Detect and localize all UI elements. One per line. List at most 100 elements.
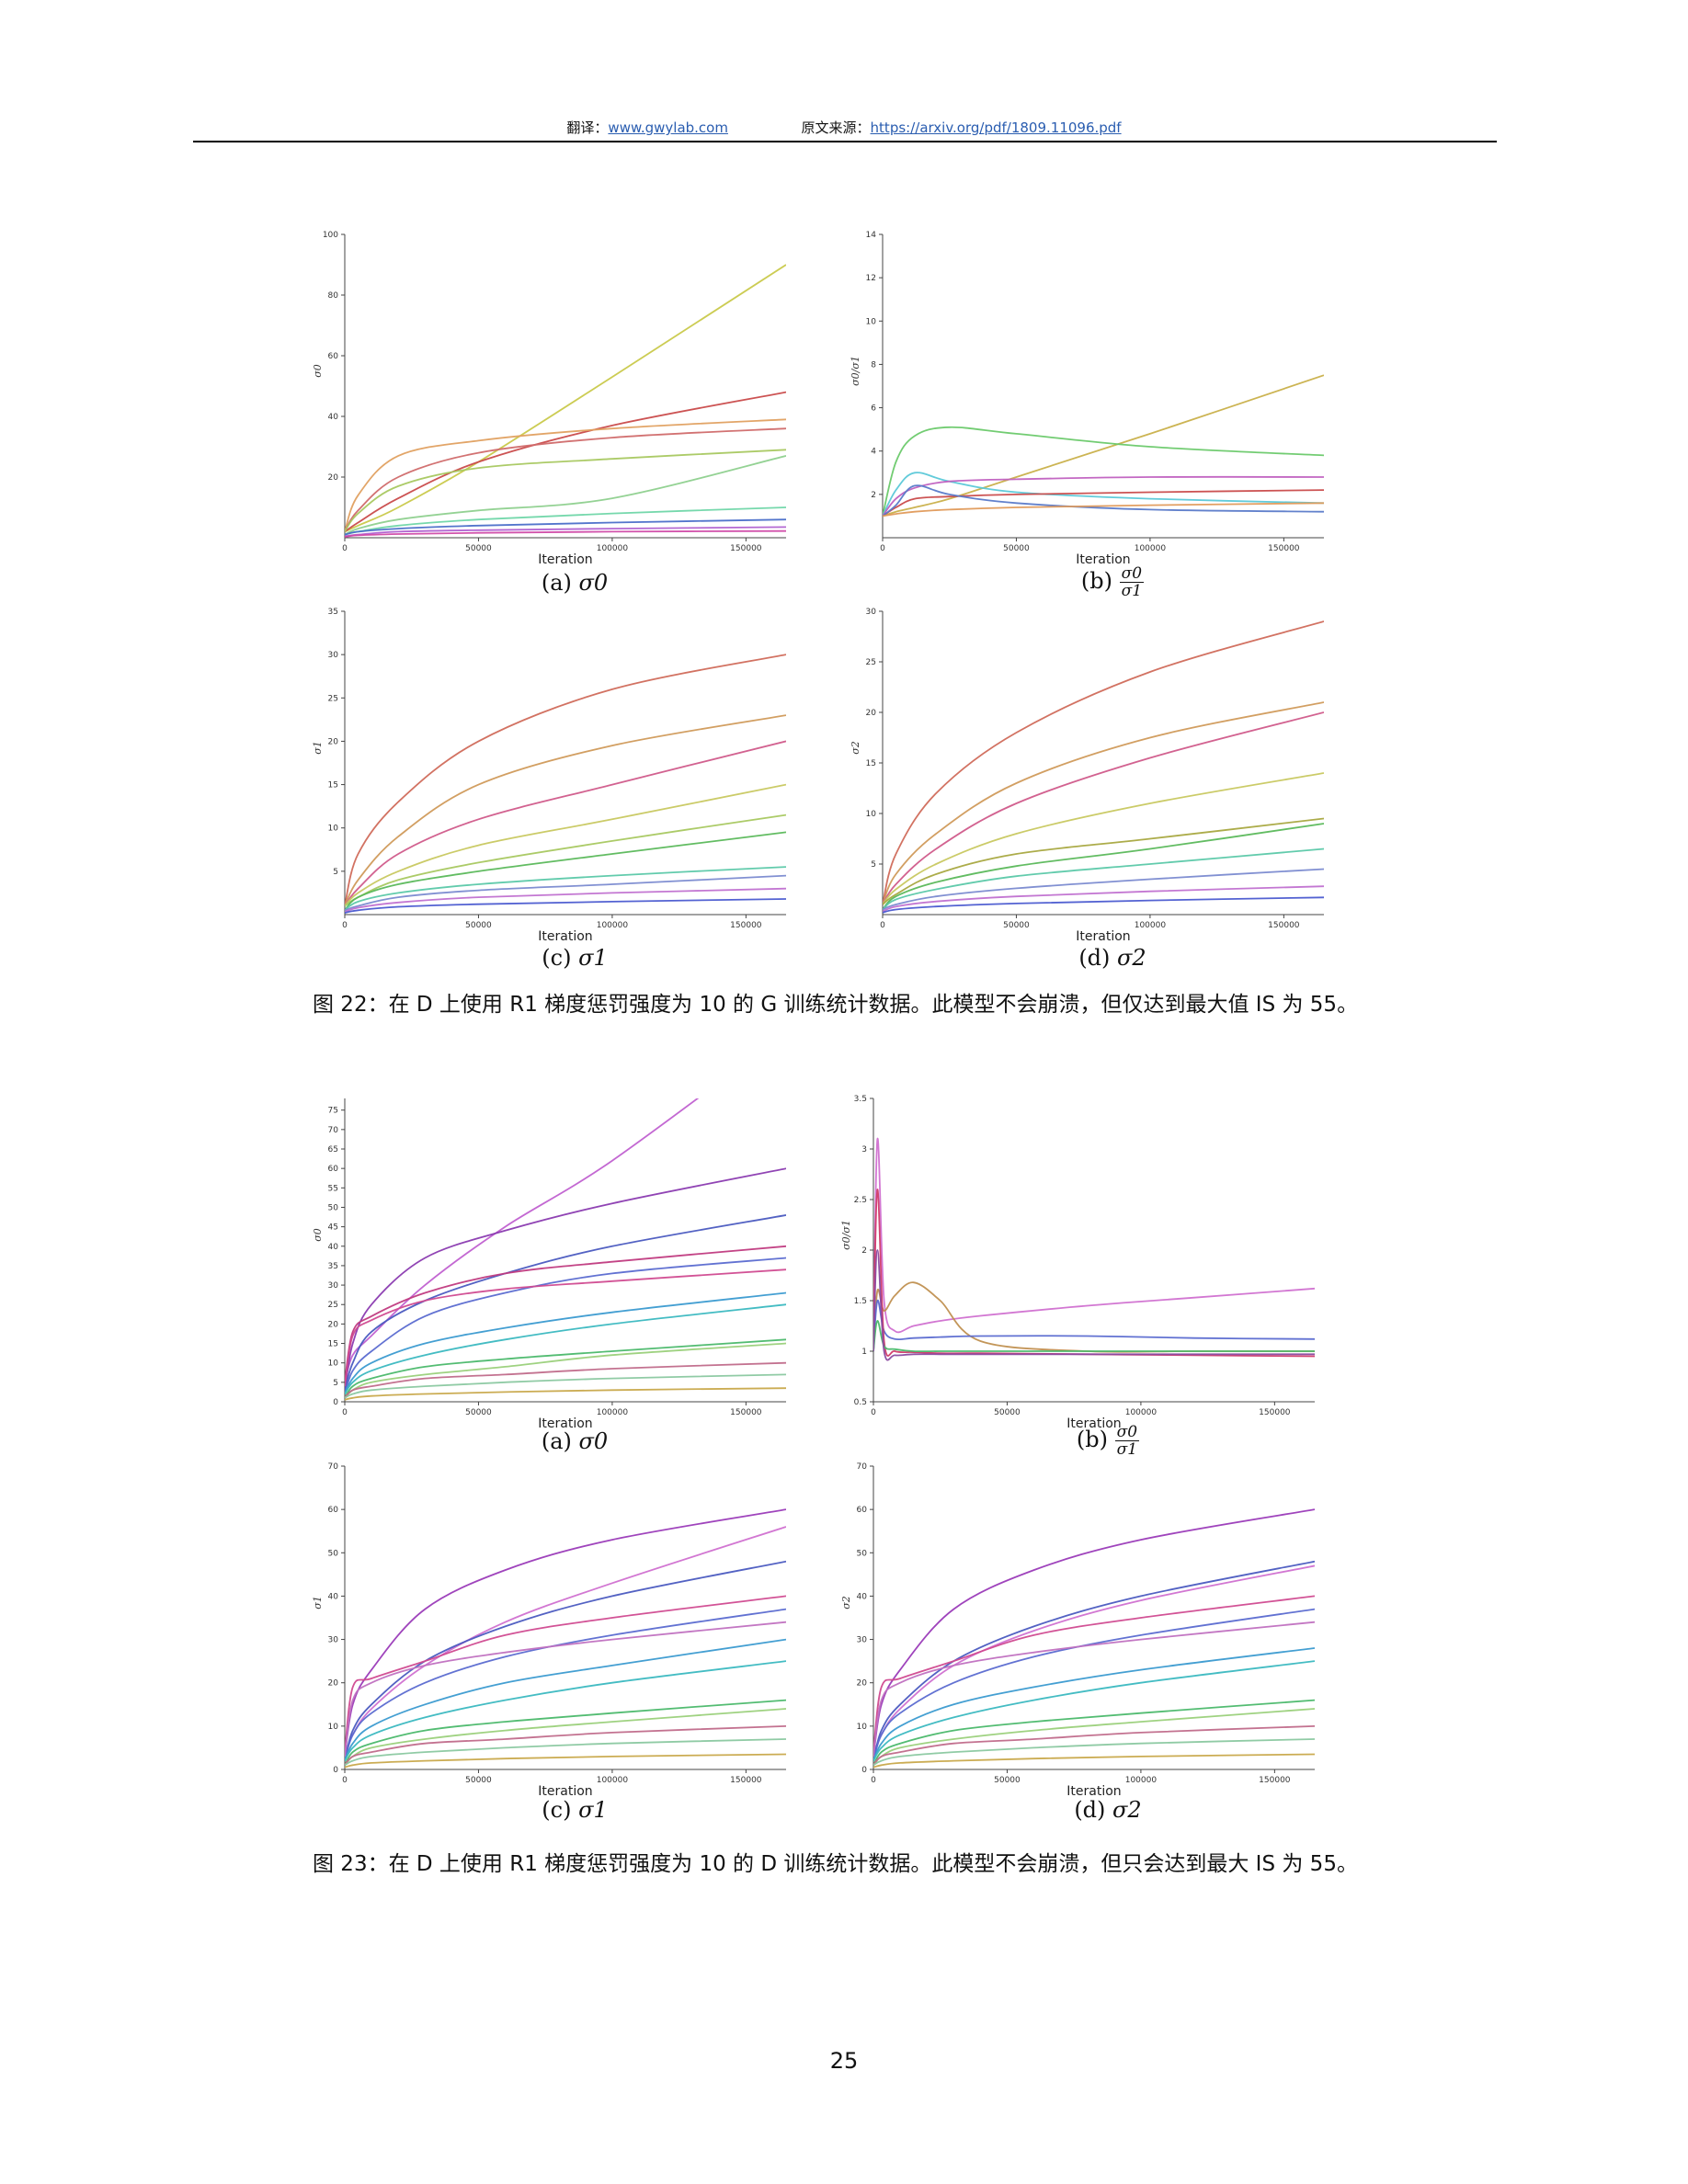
y-tick-label: 60 bbox=[328, 1506, 339, 1515]
x-tick-label: 0 bbox=[342, 544, 348, 553]
series-line-s1 bbox=[883, 620, 1324, 905]
x-axis-label: Iteration bbox=[1076, 552, 1130, 565]
y-tick-label: 2.5 bbox=[854, 1196, 867, 1205]
series-line-s8 bbox=[345, 874, 786, 912]
series-line-s4 bbox=[345, 427, 786, 532]
y-tick-label: 25 bbox=[328, 694, 338, 703]
series-line-s8 bbox=[883, 868, 1324, 911]
y-tick-label: 2 bbox=[871, 491, 876, 500]
y-tick-label: 40 bbox=[857, 1592, 868, 1601]
series-line-s12 bbox=[873, 1738, 1315, 1767]
y-tick-label: 35 bbox=[328, 608, 338, 617]
chart-f22d: 5 10 15 20 25 30 0 50000 100000 150000 Iteration σ2 bbox=[846, 602, 1361, 942]
series-line-s4 bbox=[873, 1595, 1315, 1753]
series-line-s9 bbox=[345, 1699, 786, 1766]
series-group bbox=[345, 1508, 786, 1769]
series-line-s11 bbox=[345, 1361, 786, 1399]
series-line-s7 bbox=[345, 1638, 786, 1761]
x-axis-label: Iteration bbox=[1066, 1784, 1121, 1797]
series-line-s3 bbox=[873, 1300, 1315, 1352]
x-tick-label: 0 bbox=[342, 1776, 348, 1785]
y-tick-label: 0 bbox=[333, 1398, 338, 1407]
series-line-s3 bbox=[883, 472, 1324, 517]
series-line-s1 bbox=[873, 1508, 1315, 1757]
series-line-s10 bbox=[345, 529, 786, 538]
y-tick-label: 25 bbox=[328, 1301, 338, 1310]
series-group bbox=[883, 620, 1324, 914]
y-tick-label: 3 bbox=[861, 1145, 867, 1155]
x-tick-label: 100000 bbox=[1135, 921, 1167, 930]
x-tick-label: 0 bbox=[880, 544, 885, 553]
chart-f23c-svg: 0 10 20 30 40 50 60 70 0 50000 100000 150000 Iterati… bbox=[312, 1462, 786, 1797]
series-line-s9 bbox=[345, 887, 786, 914]
y-tick-label: 35 bbox=[328, 1262, 338, 1271]
chart-f23b: 0.5 1 1.5 2 2.5 3 3.5 0 50000 100000 150000 Iterati… bbox=[837, 1089, 1352, 1429]
y-tick-label: 60 bbox=[328, 1165, 339, 1174]
y-tick-label: 25 bbox=[866, 658, 876, 667]
y-axis-label: σ0 bbox=[312, 364, 324, 378]
y-tick-label: 0.5 bbox=[854, 1398, 867, 1407]
y-tick-label: 45 bbox=[328, 1223, 338, 1233]
y-tick-label: 20 bbox=[328, 1320, 339, 1329]
series-line-s1 bbox=[873, 1138, 1315, 1352]
y-tick-label: 14 bbox=[866, 231, 877, 240]
page-number: 25 bbox=[829, 2048, 859, 2074]
series-line-s2 bbox=[883, 701, 1324, 905]
x-tick-label: 50000 bbox=[465, 921, 492, 930]
series-line-s3 bbox=[345, 1214, 786, 1391]
series-line-s7 bbox=[883, 847, 1324, 911]
translate-link[interactable]: www.gwylab.com bbox=[608, 119, 728, 136]
series-line-s6 bbox=[883, 484, 1324, 518]
y-tick-label: 100 bbox=[323, 231, 338, 240]
y-axis-label: σ1 bbox=[312, 741, 324, 755]
chart-f22d-svg: 5 10 15 20 25 30 0 50000 100000 150000 Iteration σ2 bbox=[850, 608, 1324, 942]
header-rule bbox=[193, 141, 1497, 142]
series-line-s6 bbox=[873, 1621, 1315, 1757]
x-tick-label: 50000 bbox=[994, 1408, 1021, 1417]
source-link[interactable]: https://arxiv.org/pdf/1809.11096.pdf bbox=[870, 119, 1122, 136]
chart-f22b-svg: 2 4 6 8 10 12 14 0 50000 100000 150000 Iteration σ0/… bbox=[850, 231, 1324, 565]
translate-label: 翻译： bbox=[566, 119, 609, 136]
page-header: 翻译：www.gwylab.com 原文来源：https://arxiv.org… bbox=[0, 118, 1688, 137]
series-line-s3 bbox=[883, 711, 1324, 905]
y-tick-label: 15 bbox=[328, 781, 338, 791]
y-tick-label: 55 bbox=[328, 1184, 338, 1193]
series-line-s7 bbox=[345, 866, 786, 912]
x-tick-label: 150000 bbox=[1268, 921, 1300, 930]
series-line-s4 bbox=[883, 772, 1324, 905]
y-tick-label: 65 bbox=[328, 1145, 338, 1155]
series-line-s6 bbox=[883, 823, 1324, 911]
y-tick-label: 15 bbox=[866, 759, 876, 768]
y-tick-label: 10 bbox=[866, 317, 877, 326]
x-tick-label: 150000 bbox=[730, 921, 762, 930]
series-group bbox=[873, 1138, 1315, 1361]
series-line-s5 bbox=[873, 1320, 1315, 1353]
x-tick-label: 100000 bbox=[1135, 544, 1167, 553]
series-line-s9 bbox=[873, 1699, 1315, 1766]
x-axis-label: Iteration bbox=[538, 929, 592, 942]
chart-f22a-svg: 20 40 60 80 100 0 50000 100000 150000 Iteration σ0 bbox=[312, 231, 786, 565]
series-line-s4 bbox=[873, 1189, 1315, 1358]
series-line-s5 bbox=[345, 1608, 786, 1761]
x-tick-label: 100000 bbox=[597, 1408, 629, 1417]
series-line-s8 bbox=[873, 1660, 1315, 1762]
x-tick-label: 100000 bbox=[597, 544, 629, 553]
y-tick-label: 30 bbox=[328, 1281, 339, 1291]
x-axis-label: Iteration bbox=[538, 1416, 592, 1429]
series-line-s8 bbox=[345, 1660, 786, 1762]
y-tick-label: 30 bbox=[866, 608, 877, 617]
series-line-s3 bbox=[873, 1560, 1315, 1761]
f22-subcaption-a: (a) σ0 bbox=[541, 570, 609, 596]
chart-f23c: 0 10 20 30 40 50 60 70 0 50000 100000 150000 Iterati… bbox=[308, 1457, 823, 1797]
y-tick-label: 1 bbox=[861, 1348, 867, 1357]
x-tick-label: 50000 bbox=[1003, 544, 1030, 553]
series-line-s7 bbox=[345, 1291, 786, 1394]
x-tick-label: 100000 bbox=[597, 1776, 629, 1785]
chart-f22a: 20 40 60 80 100 0 50000 100000 150000 Iteration σ0 bbox=[308, 225, 823, 565]
y-axis-label: σ0/σ1 bbox=[840, 1220, 852, 1250]
series-line-s11 bbox=[873, 1725, 1315, 1766]
y-tick-label: 60 bbox=[328, 352, 339, 361]
y-tick-label: 5 bbox=[333, 868, 338, 877]
y-tick-label: 5 bbox=[333, 1379, 338, 1388]
y-tick-label: 70 bbox=[857, 1462, 868, 1472]
